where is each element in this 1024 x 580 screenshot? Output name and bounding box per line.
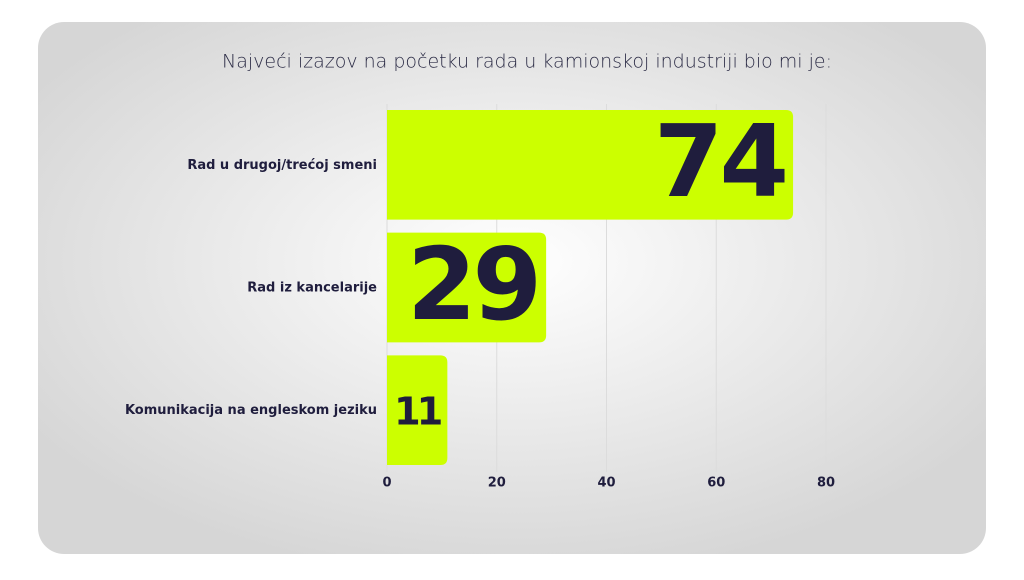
chart-title: Najveći izazov na početku rada u kamions… xyxy=(222,51,832,73)
bar xyxy=(387,110,794,220)
bar xyxy=(387,232,547,343)
value-label: 74 xyxy=(654,103,785,220)
x-tick-label: 20 xyxy=(488,476,506,491)
y-tick-label: Rad iz kancelarije xyxy=(247,281,377,296)
x-tick-label: 40 xyxy=(597,476,615,491)
x-tick-label: 80 xyxy=(817,476,835,491)
value-label: 29 xyxy=(407,226,538,343)
y-tick-label: Rad u drugoj/trećoj smeni xyxy=(187,158,377,173)
y-tick-label: Komunikacija na engleskom jeziku xyxy=(125,403,377,418)
x-tick-label: 60 xyxy=(707,476,725,491)
x-tick-label: 0 xyxy=(382,476,391,491)
bar xyxy=(387,355,448,465)
value-label: 11 xyxy=(394,390,442,435)
